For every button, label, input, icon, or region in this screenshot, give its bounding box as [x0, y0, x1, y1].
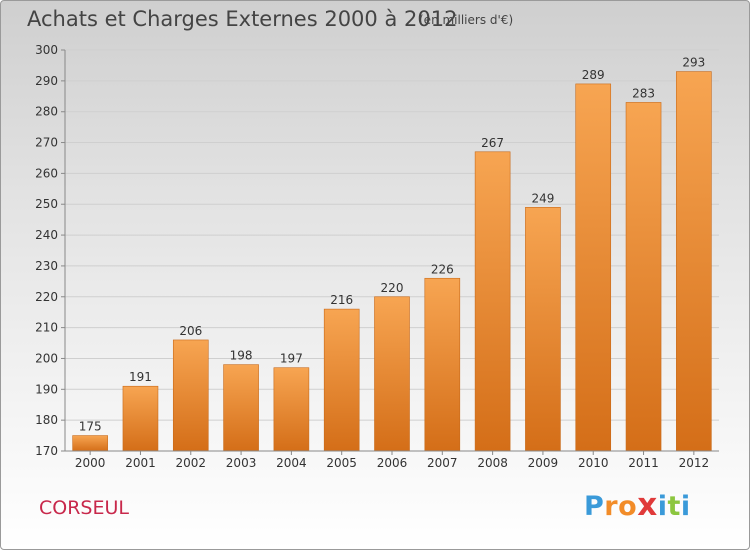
data-label-2002: 206 [179, 324, 202, 338]
bars [72, 71, 712, 452]
x-tick-label-2011: 2011 [628, 456, 659, 470]
chart-title: Achats et Charges Externes 2000 à 2012 [27, 7, 458, 31]
chart-subtitle: (en milliers d'€) [419, 13, 514, 27]
logo-letter: P [584, 491, 605, 522]
data-label-2009: 249 [531, 191, 554, 205]
data-label-2001: 191 [129, 370, 152, 384]
logo-letter: t [667, 491, 681, 522]
y-tick-label: 170 [35, 444, 58, 458]
data-label-2012: 293 [682, 56, 705, 70]
x-tick-label-2007: 2007 [427, 456, 458, 470]
bar-2006 [374, 296, 410, 452]
logo-letter: x [637, 487, 658, 523]
x-tick-label-2005: 2005 [326, 456, 357, 470]
x-tick-label-2000: 2000 [75, 456, 106, 470]
y-tick-label: 230 [35, 259, 58, 273]
x-tick-label-2006: 2006 [377, 456, 408, 470]
y-tick-label: 240 [35, 228, 58, 242]
x-tick-label-2004: 2004 [276, 456, 307, 470]
bar-2009 [525, 207, 561, 452]
x-tick-label-2002: 2002 [175, 456, 206, 470]
data-label-2005: 216 [330, 293, 353, 307]
y-tick-label: 250 [35, 197, 58, 211]
proxiti-logo: Proxiti [584, 487, 691, 523]
data-label-2003: 198 [230, 349, 253, 363]
x-tick-label-2001: 2001 [125, 456, 156, 470]
x-tick-label-2010: 2010 [578, 456, 609, 470]
data-label-2007: 226 [431, 262, 454, 276]
data-label-2010: 289 [582, 68, 605, 82]
data-labels: 175 191 206 198 197 216 220 226 267 249 289 283 293 [79, 56, 706, 434]
bar-2000 [72, 435, 108, 452]
y-tick-label: 220 [35, 290, 58, 304]
data-label-2008: 267 [481, 136, 504, 150]
y-tick-label: 200 [35, 351, 58, 365]
logo-letter: r [604, 491, 619, 522]
x-tick-label-2009: 2009 [528, 456, 559, 470]
bar-2001 [122, 385, 159, 452]
bar-2003 [223, 364, 259, 452]
logo-letter: i [657, 491, 668, 522]
bar-2005 [323, 308, 360, 452]
y-tick-label: 180 [35, 413, 58, 427]
x-tick-label-2012: 2012 [679, 456, 710, 470]
logo-letter: i [680, 491, 691, 522]
y-tick-label: 280 [35, 105, 58, 119]
x-tick-label-2003: 2003 [226, 456, 257, 470]
axes: 170 180 190 200 210 220 230 240 250 260 270 280 290 3… [35, 43, 719, 470]
data-label-2006: 220 [381, 281, 404, 295]
y-tick-label: 300 [35, 43, 58, 57]
y-tick-label: 270 [35, 136, 58, 150]
bar-2010 [575, 83, 612, 452]
logo-letter: o [618, 491, 638, 522]
y-tick-label: 260 [35, 166, 58, 180]
bar-2012 [676, 71, 712, 452]
bar-2011 [625, 102, 662, 452]
data-label-2000: 175 [79, 420, 102, 434]
y-tick-label: 190 [35, 382, 58, 396]
bar-2002 [172, 339, 209, 452]
bar-2007 [424, 277, 461, 452]
y-tick-label: 290 [35, 74, 58, 88]
bar-2004 [273, 367, 310, 452]
y-tick-label: 210 [35, 321, 58, 335]
bar-2008 [474, 151, 511, 452]
x-tick-label-2008: 2008 [477, 456, 508, 470]
commune-name: CORSEUL [39, 497, 129, 519]
data-label-2011: 283 [632, 86, 655, 100]
data-label-2004: 197 [280, 352, 303, 366]
